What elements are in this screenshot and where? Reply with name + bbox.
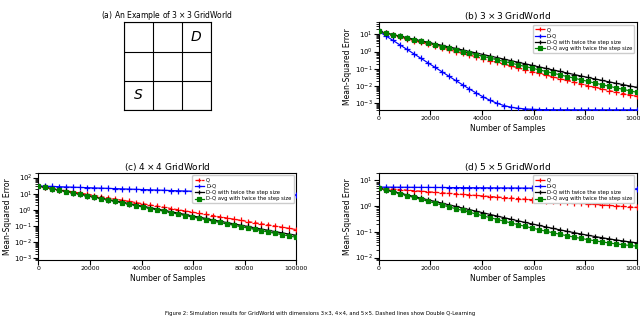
Text: $\mathit{D}$: $\mathit{D}$	[191, 30, 202, 44]
Text: $\mathit{S}$: $\mathit{S}$	[133, 88, 143, 102]
Text: Figure 2: Simulation results for GridWorld with dimensions 3×3, 4×4, and 5×5. Da: Figure 2: Simulation results for GridWor…	[165, 311, 475, 316]
X-axis label: Number of Samples: Number of Samples	[470, 124, 545, 133]
X-axis label: Number of Samples: Number of Samples	[470, 274, 545, 283]
Title: (b) $3 \times 3$ GridWorld: (b) $3 \times 3$ GridWorld	[464, 11, 552, 22]
Legend: Q, D-Q, D-Q with twice the step size, D-Q avg with twice the step size: Q, D-Q, D-Q with twice the step size, D-…	[533, 25, 634, 53]
Title: (d) $5 \times 5$ GridWorld: (d) $5 \times 5$ GridWorld	[464, 161, 552, 173]
Title: (a) An Example of $3\times3$ GridWorld: (a) An Example of $3\times3$ GridWorld	[101, 9, 234, 22]
X-axis label: Number of Samples: Number of Samples	[130, 274, 205, 283]
Legend: Q, D-Q, D-Q with twice the step size, D-Q avg with twice the step size: Q, D-Q, D-Q with twice the step size, D-…	[533, 175, 634, 204]
Y-axis label: Mean-Squared Error: Mean-Squared Error	[343, 178, 352, 255]
Y-axis label: Mean-Squared Error: Mean-Squared Error	[343, 28, 352, 105]
Y-axis label: Mean-Squared Error: Mean-Squared Error	[3, 178, 12, 255]
Legend: Q, D-Q, D-Q with twice the step size, D-Q avg with twice the step size: Q, D-Q, D-Q with twice the step size, D-…	[193, 175, 294, 204]
Title: (c) $4 \times 4$ GridWorld: (c) $4 \times 4$ GridWorld	[124, 161, 211, 173]
